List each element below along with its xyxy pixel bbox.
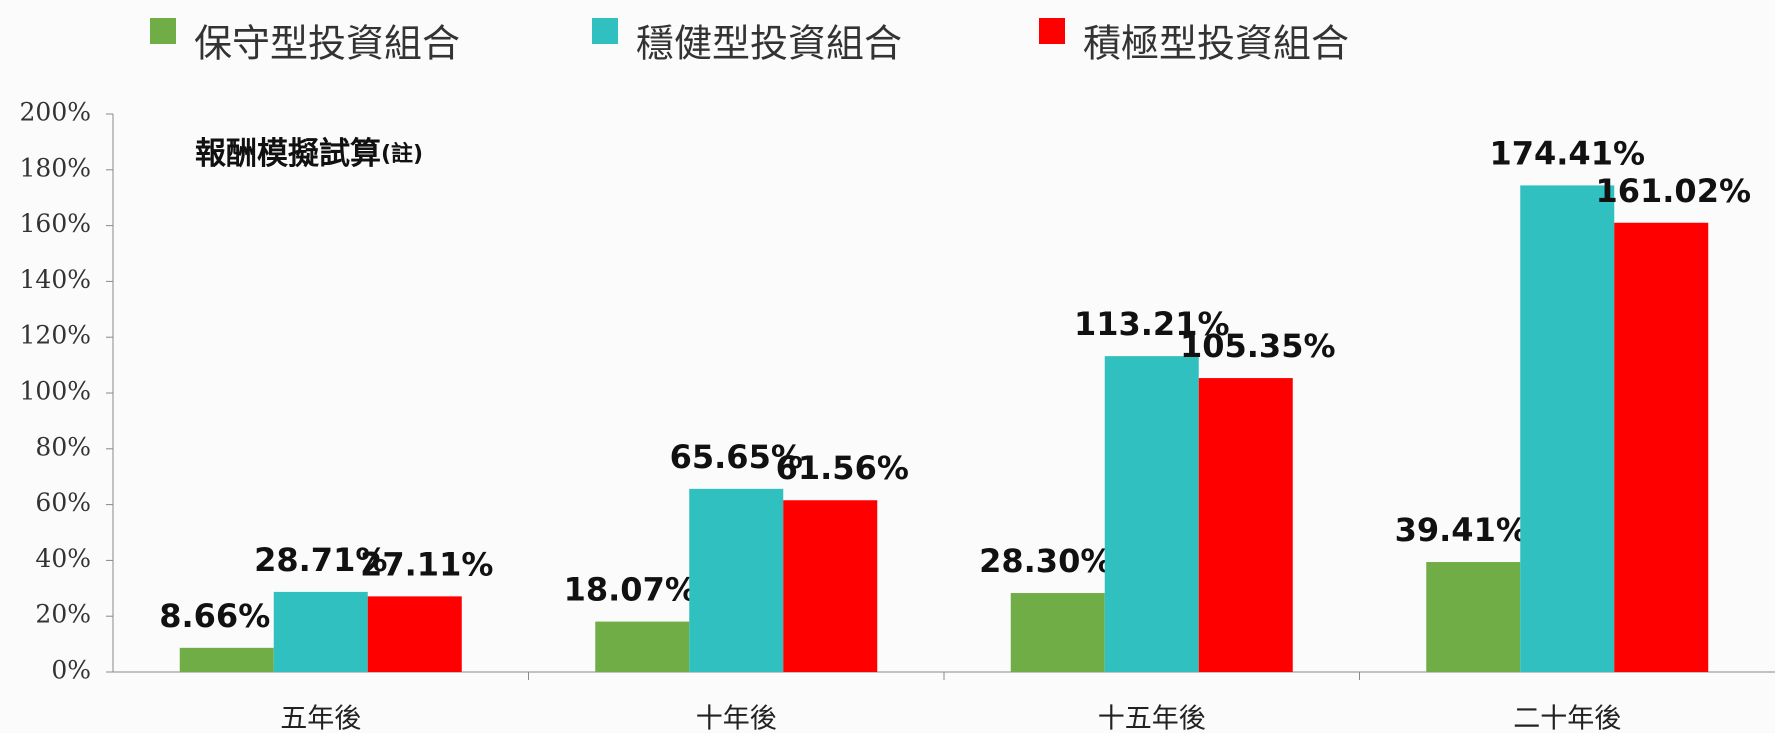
bar — [1198, 378, 1293, 672]
y-tick-label: 160% — [20, 209, 91, 238]
y-tick-label: 60% — [35, 488, 91, 517]
legend-label: 保守型投資組合 — [194, 22, 460, 66]
data-label: 174.41% — [1489, 134, 1645, 172]
y-tick-label: 180% — [20, 153, 91, 182]
data-label: 65.65% — [670, 438, 803, 476]
y-tick-label: 0% — [51, 656, 91, 685]
data-label: 18.07% — [564, 571, 697, 609]
bar — [1104, 356, 1199, 672]
data-label: 161.02% — [1595, 172, 1751, 210]
legend-label: 積極型投資組合 — [1083, 22, 1349, 66]
data-label: 39.41% — [1395, 511, 1528, 549]
title-text: 報酬模擬試算 — [195, 136, 381, 172]
y-tick-label: 80% — [35, 432, 91, 461]
y-tick-label: 140% — [20, 265, 91, 294]
bar — [1010, 593, 1105, 672]
x-tick-label: 十五年後 — [1098, 704, 1206, 733]
x-tick-label: 十年後 — [696, 704, 777, 733]
y-tick-label: 20% — [35, 600, 91, 629]
legend-swatch — [1039, 18, 1065, 44]
bar — [595, 621, 690, 672]
x-tick-label: 二十年後 — [1513, 704, 1621, 733]
x-tick-label: 五年後 — [280, 704, 361, 733]
bar — [783, 500, 878, 672]
bar — [1426, 562, 1521, 672]
bar — [179, 647, 274, 672]
legend-label: 穩健型投資組合 — [636, 22, 902, 66]
bar — [273, 591, 368, 672]
bar — [1520, 185, 1615, 672]
bar — [367, 596, 462, 672]
title-note: (註) — [381, 141, 423, 167]
y-tick-label: 100% — [20, 377, 91, 406]
legend-swatch — [150, 18, 176, 44]
data-label: 27.11% — [360, 545, 493, 583]
chart-title: 報酬模擬試算(註) — [195, 136, 423, 172]
y-tick-label: 200% — [20, 98, 91, 127]
y-tick-label: 40% — [35, 544, 91, 573]
data-label: 61.56% — [776, 449, 909, 487]
legend-swatch — [592, 18, 618, 44]
y-tick-label: 120% — [20, 321, 91, 350]
bar — [1614, 222, 1709, 672]
data-label: 28.71% — [254, 541, 387, 579]
data-label: 28.30% — [979, 542, 1112, 580]
data-label: 8.66% — [159, 597, 270, 635]
bar — [689, 488, 784, 672]
data-label: 113.21% — [1074, 305, 1230, 343]
data-label: 105.35% — [1180, 327, 1336, 365]
